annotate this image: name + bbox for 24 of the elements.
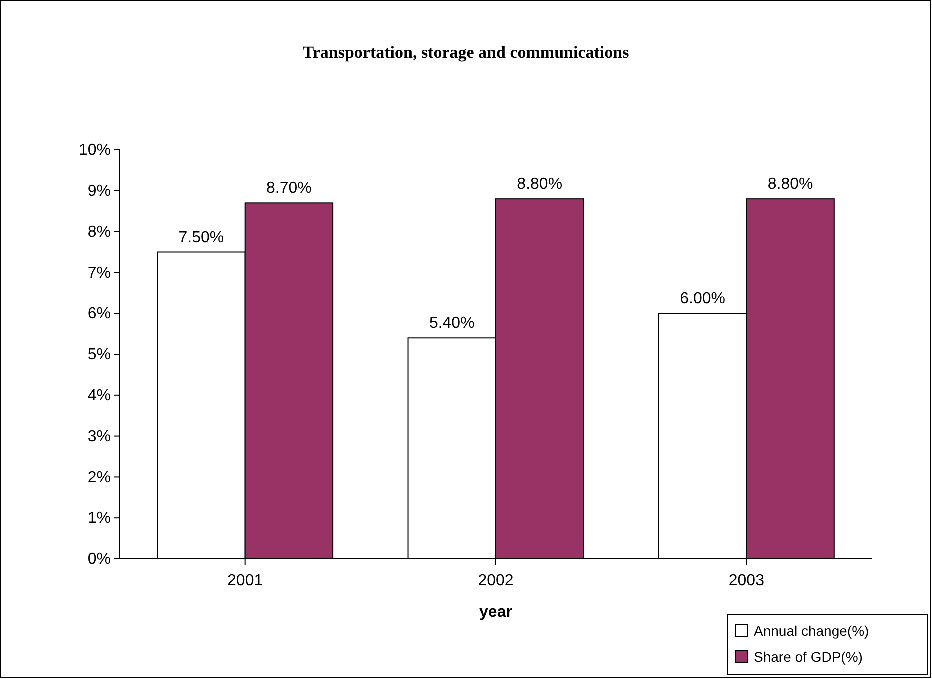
y-tick-label: 7% (88, 264, 111, 282)
chart-title: Transportation, storage and communications (302, 43, 630, 62)
y-tick-label: 8% (88, 224, 111, 241)
data-label: 5.40% (429, 315, 475, 332)
y-tick-label: 6% (88, 306, 111, 323)
data-label: 8.80% (768, 176, 814, 194)
y-tick-label: 2% (88, 469, 111, 486)
x-tick-label: 2001 (228, 572, 264, 590)
data-label: 8.80% (517, 176, 563, 194)
data-label: 8.70% (266, 180, 312, 198)
data-label: 6.00% (680, 290, 726, 308)
legend-label: Annual change(%) (754, 623, 870, 639)
y-tick-label: 0% (88, 551, 111, 568)
y-tick-label: 1% (88, 510, 111, 528)
x-tick-label: 2002 (478, 572, 514, 590)
x-tick-label: 2003 (728, 572, 765, 590)
x-axis-title: year (480, 604, 512, 621)
legend-label: Share of GDP(%) (754, 649, 863, 665)
y-tick-label: 4% (88, 388, 111, 405)
y-tick-label: 5% (88, 346, 111, 364)
y-tick-label: 10% (78, 142, 111, 160)
data-label: 7.50% (178, 229, 224, 246)
y-tick-label: 9% (88, 183, 111, 200)
y-tick-label: 3% (88, 428, 111, 446)
